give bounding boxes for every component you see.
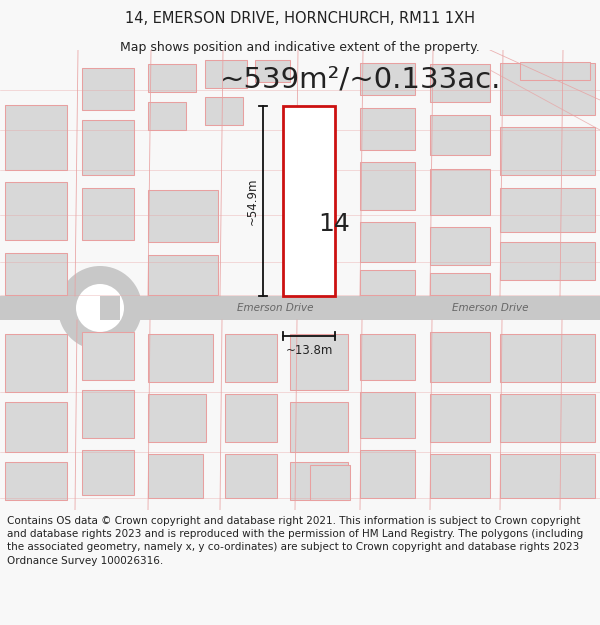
- Bar: [290, 334, 348, 390]
- Bar: [430, 115, 490, 155]
- Bar: [430, 394, 490, 442]
- Bar: [283, 106, 335, 296]
- Bar: [82, 390, 134, 438]
- Bar: [360, 270, 415, 295]
- Bar: [5, 462, 67, 500]
- Text: Emerson Drive: Emerson Drive: [452, 303, 528, 313]
- Bar: [5, 334, 67, 392]
- Bar: [148, 394, 206, 442]
- Bar: [82, 68, 134, 110]
- Bar: [430, 227, 490, 265]
- Bar: [500, 188, 595, 232]
- Bar: [430, 332, 490, 382]
- Bar: [5, 253, 67, 295]
- Bar: [148, 190, 218, 242]
- Circle shape: [76, 284, 124, 332]
- Bar: [5, 402, 67, 452]
- Bar: [430, 64, 490, 102]
- Bar: [360, 450, 415, 498]
- Bar: [82, 188, 134, 240]
- Text: ~54.9m: ~54.9m: [245, 177, 259, 225]
- Bar: [500, 334, 595, 382]
- Bar: [148, 334, 213, 382]
- Bar: [500, 127, 595, 175]
- Bar: [225, 394, 277, 442]
- Bar: [225, 334, 277, 382]
- Bar: [360, 222, 415, 262]
- Bar: [500, 454, 595, 498]
- Circle shape: [58, 266, 142, 350]
- Bar: [430, 169, 490, 215]
- Bar: [290, 462, 348, 500]
- Bar: [360, 392, 415, 438]
- Text: 14: 14: [318, 212, 350, 236]
- Bar: [360, 108, 415, 150]
- Text: ~13.8m: ~13.8m: [286, 344, 332, 356]
- Bar: [82, 332, 134, 380]
- Bar: [0, 296, 600, 320]
- Bar: [500, 63, 595, 115]
- Bar: [310, 465, 350, 500]
- Bar: [360, 334, 415, 380]
- Bar: [82, 120, 134, 175]
- Bar: [225, 454, 277, 498]
- Bar: [430, 273, 490, 295]
- Bar: [520, 62, 590, 80]
- Bar: [500, 394, 595, 442]
- Bar: [430, 454, 490, 498]
- Bar: [148, 64, 196, 92]
- Bar: [255, 60, 290, 82]
- Bar: [205, 97, 243, 125]
- Bar: [500, 242, 595, 280]
- Bar: [100, 296, 120, 320]
- Text: Map shows position and indicative extent of the property.: Map shows position and indicative extent…: [120, 41, 480, 54]
- Bar: [205, 60, 247, 88]
- Bar: [148, 102, 186, 130]
- Bar: [5, 105, 67, 170]
- Bar: [360, 63, 415, 95]
- Bar: [148, 255, 218, 295]
- Text: 14, EMERSON DRIVE, HORNCHURCH, RM11 1XH: 14, EMERSON DRIVE, HORNCHURCH, RM11 1XH: [125, 11, 475, 26]
- Bar: [5, 182, 67, 240]
- Bar: [82, 450, 134, 495]
- Text: ~539m²/~0.133ac.: ~539m²/~0.133ac.: [220, 66, 502, 94]
- Bar: [290, 402, 348, 452]
- Text: Emerson Drive: Emerson Drive: [237, 303, 313, 313]
- Bar: [148, 454, 203, 498]
- Bar: [360, 162, 415, 210]
- Text: Contains OS data © Crown copyright and database right 2021. This information is : Contains OS data © Crown copyright and d…: [7, 516, 583, 566]
